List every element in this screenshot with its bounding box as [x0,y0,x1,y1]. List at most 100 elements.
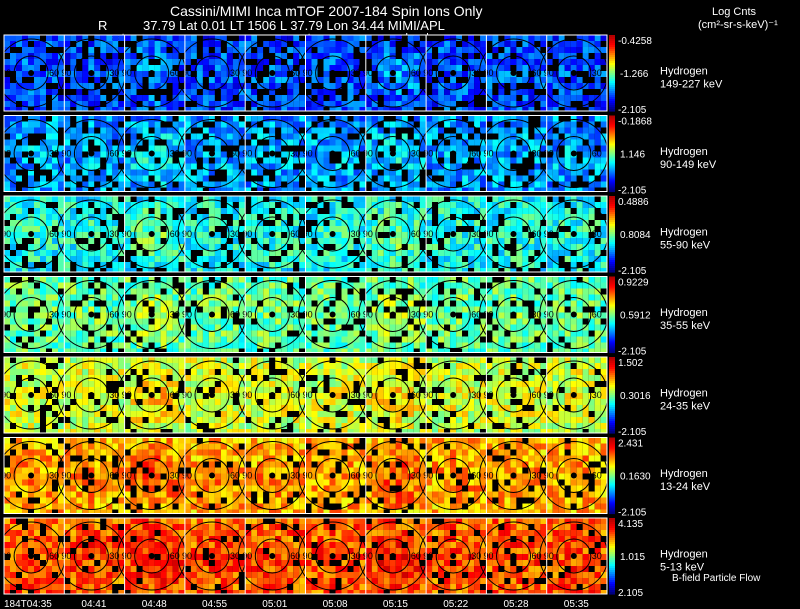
heatmap-cell [64,139,71,146]
heatmap-cell [34,276,40,283]
heatmap-cell [395,232,402,238]
heatmap-cell [172,208,179,214]
heatmap-cell [474,181,481,188]
heatmap-cell [22,282,28,289]
heatmap-cell [389,59,396,65]
heatmap-cell [468,169,475,176]
heatmap-cell [413,238,420,244]
heatmap-cell [432,268,439,272]
heatmap-cell [383,238,390,244]
heatmap-cell [395,77,402,83]
heatmap-cell [540,83,547,89]
heatmap-cell [16,151,22,158]
heatmap-cell [444,214,451,220]
heatmap-cell [40,196,46,202]
heatmap-cell [576,169,583,176]
heatmap-cell [407,101,414,107]
heatmap-cell [82,89,89,95]
heatmap-cell [317,53,324,59]
heatmap-cell [251,268,258,272]
colorbar-min: -2.105 [618,266,647,277]
heatmap-cell [106,250,113,256]
heatmap-cell [528,59,535,65]
heatmap-cell [166,238,173,244]
heatmap-cell [341,107,348,111]
heatmap-cell [238,175,245,182]
heatmap-cell [383,208,390,214]
heatmap-cell [492,262,499,268]
heatmap-cell [359,101,366,107]
heatmap-cell [347,35,354,41]
heatmap-cell [570,77,577,83]
heatmap-cell [232,169,239,176]
heatmap-cell [522,187,529,192]
heatmap-cell [52,256,58,262]
contour-label: 60 [411,229,421,239]
heatmap-cell [407,256,414,262]
heatmap-cell [136,306,143,313]
heatmap-cell [588,107,595,111]
heatmap-cell [582,65,589,71]
heatmap-cell [172,262,179,268]
heatmap-cell [498,89,505,95]
heatmap-cell [118,300,125,307]
heatmap-cell [359,256,366,262]
heatmap-cell [335,220,342,226]
colorbar-segment [609,230,615,233]
heatmap-cell [220,226,227,232]
heatmap-cell [58,276,64,283]
heatmap-cell [46,288,52,295]
heatmap-cell [220,202,227,208]
heatmap-cell [16,95,22,101]
heatmap-cell [82,35,89,41]
heatmap-cell [154,276,161,283]
heatmap-cell [34,220,40,226]
heatmap-cell [444,268,451,272]
heatmap-cell [214,65,221,71]
heatmap-cell [16,202,22,208]
colorbar-segment [609,210,615,213]
heatmap-cell [178,59,185,65]
heatmap-cell [28,250,34,256]
heatmap-cell [124,226,131,232]
heatmap-cell [10,35,16,41]
heatmap-cell [154,226,161,232]
heatmap-cell [40,294,46,301]
heatmap-cell [564,214,571,220]
heatmap-cell [311,208,318,214]
heatmap-cell [269,89,276,95]
heatmap-cell [124,163,131,170]
heatmap-cell [377,133,384,140]
colorbar-segment [609,159,615,163]
heatmap-cell [184,268,191,272]
heatmap-cell [136,288,143,295]
heatmap-cell [329,41,336,47]
heatmap-cell [106,294,113,301]
b-field-marker [570,231,577,237]
heatmap-cell [498,127,505,134]
heatmap-cell [552,115,559,122]
heatmap-cell [106,163,113,170]
heatmap-cell [588,151,595,158]
heatmap-cell [564,175,571,182]
heatmap-cell [28,256,34,262]
heatmap-cell [10,83,16,89]
contour-inner [13,216,49,252]
colorbar-segment [609,151,615,155]
heatmap-cell [34,121,40,128]
heatmap-cell [172,288,179,295]
heatmap-cell [456,89,463,95]
heatmap-cell [311,214,318,220]
heatmap-cell [528,71,535,77]
heatmap-cell [46,238,52,244]
heatmap-cell [118,282,125,289]
heatmap-cell [576,187,583,192]
heatmap-cell [498,107,505,111]
heatmap-cell [528,238,535,244]
heatmap-cell [40,282,46,289]
heatmap-cell [124,53,131,59]
heatmap-cell [426,77,433,83]
heatmap-cell [540,208,547,214]
heatmap-cell [317,107,324,111]
heatmap-cell [22,133,28,140]
